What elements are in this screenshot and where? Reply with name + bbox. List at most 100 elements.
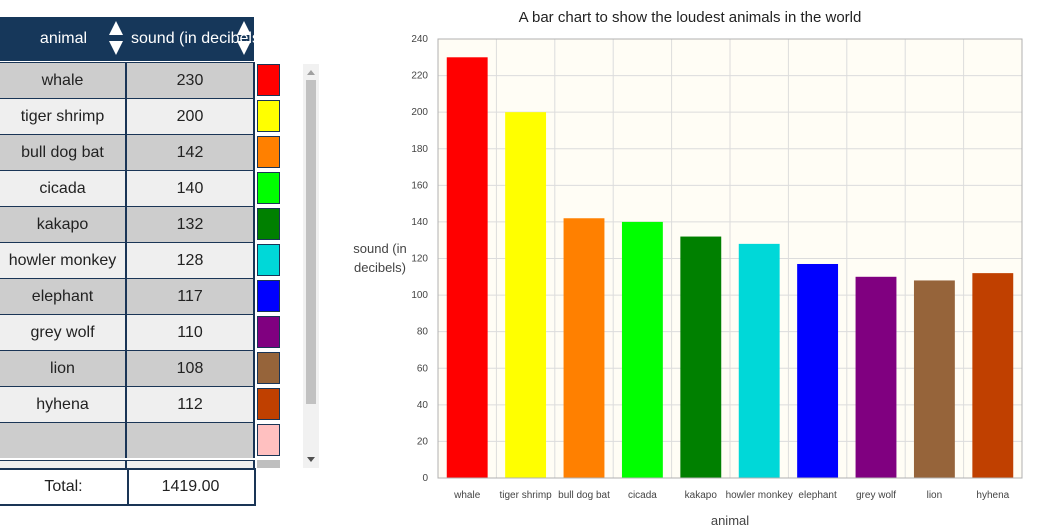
y-axis-label: sound (in [353,241,406,256]
color-swatch[interactable] [257,352,280,384]
column-header-animal-label: animal [39,30,88,47]
x-tick-label: grey wolf [856,490,896,501]
table-row[interactable]: whale 230 [0,62,283,98]
bar [446,57,488,479]
animal-cell[interactable]: whale [0,62,127,98]
sort-ascending-icon[interactable] [109,21,123,35]
sort-descending-icon[interactable] [109,41,123,55]
bar [972,273,1014,478]
animal-cell[interactable]: hyhena [0,386,127,422]
x-tick-label: howler monkey [726,490,793,501]
color-swatch[interactable] [257,208,280,240]
y-tick-label: 180 [411,144,428,155]
x-tick-label: whale [453,490,481,501]
y-tick-label: 200 [411,107,428,118]
total-row: Total: 1419.00 [0,468,256,506]
animal-cell[interactable] [0,422,127,458]
sort-toggle-animal[interactable] [109,19,123,59]
color-swatch[interactable] [257,424,280,456]
table-row[interactable] [0,422,283,458]
sound-value-cell[interactable]: 132 [127,206,255,242]
y-tick-label: 20 [417,436,429,447]
color-swatch[interactable] [257,244,280,276]
table-cell [0,460,127,468]
plot-border [437,38,1023,479]
x-tick-label: elephant [798,490,837,501]
y-tick-label: 120 [411,254,428,265]
bar [913,280,955,478]
chart-title: A bar chart to show the loudest animals … [519,9,862,26]
scroll-up-icon[interactable] [307,70,315,75]
total-label: Total: [0,470,129,504]
sound-value-cell[interactable]: 108 [127,350,255,386]
sort-ascending-icon[interactable] [237,21,251,35]
y-tick-label: 60 [417,363,429,374]
animal-cell[interactable]: kakapo [0,206,127,242]
sound-value-cell[interactable]: 230 [127,62,255,98]
bar-chart: 0 20 40 60 80 100 120 140 160 180 200 220 240 whale ti… [353,9,1023,528]
animal-cell[interactable]: lion [0,350,127,386]
color-swatch[interactable] [257,280,280,312]
bar [797,263,839,478]
sound-value-cell[interactable]: 200 [127,98,255,134]
y-tick-label: 40 [417,400,429,411]
column-header-sound[interactable]: sound (in decibels) [127,17,254,61]
sound-value-cell[interactable]: 142 [127,134,255,170]
column-header-sound-label: sound (in decibels) [131,30,254,47]
y-tick-label: 220 [411,71,428,82]
color-swatch[interactable] [257,172,280,204]
x-axis-label: animal [711,513,749,528]
column-header-animal[interactable]: animal [0,17,127,61]
sort-toggle-sound[interactable] [237,19,251,59]
color-swatch[interactable] [257,460,280,468]
y-tick-label: 140 [411,217,428,228]
sound-value-cell[interactable]: 110 [127,314,255,350]
y-tick-label: 80 [417,327,429,338]
y-tick-label: 240 [411,34,428,45]
animal-cell[interactable]: tiger shrimp [0,98,127,134]
x-tick-label: hyhena [976,490,1009,501]
data-table-panel: animal sound (in decibels) whale 230 tiger… [0,0,320,531]
sound-value-cell[interactable]: 117 [127,278,255,314]
sound-value-cell[interactable] [127,422,255,458]
table-row[interactable]: cicada 140 [0,170,283,206]
table-row[interactable]: howler monkey 128 [0,242,283,278]
table-row[interactable]: bull dog bat 142 [0,134,283,170]
x-tick-label: lion [927,490,943,501]
x-tick-label: bull dog bat [558,490,610,501]
sort-descending-icon[interactable] [237,41,251,55]
scrollbar-thumb[interactable] [306,80,316,404]
color-swatch[interactable] [257,136,280,168]
table-row[interactable]: kakapo 132 [0,206,283,242]
table-scrollbar[interactable] [303,64,319,468]
x-tick-label: tiger shrimp [499,490,552,501]
table-row[interactable]: hyhena 112 [0,386,283,422]
animal-cell[interactable]: howler monkey [0,242,127,278]
sound-value-cell[interactable]: 128 [127,242,255,278]
sound-value-cell[interactable]: 140 [127,170,255,206]
animal-cell[interactable]: bull dog bat [0,134,127,170]
animal-cell[interactable]: grey wolf [0,314,127,350]
color-swatch[interactable] [257,388,280,420]
bar [505,112,547,479]
y-axis-label: decibels) [354,260,406,275]
bar [621,221,663,478]
table-row[interactable]: elephant 117 [0,278,283,314]
y-tick-label: 100 [411,290,428,301]
bar [563,218,605,478]
table-row[interactable]: tiger shrimp 200 [0,98,283,134]
color-swatch[interactable] [257,316,280,348]
x-tick-label: kakapo [685,490,718,501]
table-body: whale 230 tiger shrimp 200 bull dog bat 142 ci… [0,62,283,458]
color-swatch[interactable] [257,64,280,96]
table-row[interactable]: lion 108 [0,350,283,386]
color-swatch[interactable] [257,100,280,132]
animal-cell[interactable]: elephant [0,278,127,314]
x-tick-label: cicada [628,490,657,501]
animal-cell[interactable]: cicada [0,170,127,206]
bar [680,236,722,478]
scroll-down-icon[interactable] [307,457,315,462]
sound-value-cell[interactable]: 112 [127,386,255,422]
table-row[interactable]: grey wolf 110 [0,314,283,350]
table-cell [127,460,255,468]
